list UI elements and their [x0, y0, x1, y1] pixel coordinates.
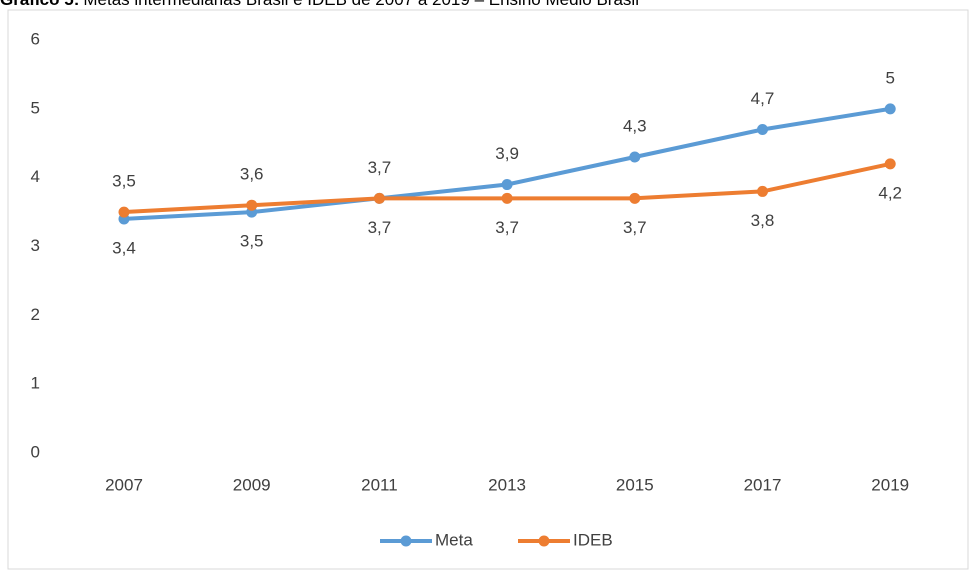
- y-tick-label: 2: [31, 305, 40, 324]
- x-tick-label: 2019: [871, 475, 909, 494]
- point: [757, 123, 768, 135]
- data-label: 4,3: [623, 117, 647, 136]
- x-tick-label: 2007: [105, 475, 143, 494]
- point: [246, 199, 258, 211]
- data-label: 3,7: [495, 218, 519, 237]
- chart-border: [7, 9, 969, 570]
- data-label: 3,5: [240, 232, 264, 251]
- y-tick-label: 4: [31, 167, 40, 186]
- x-tick-label: 2011: [361, 475, 398, 494]
- point: [757, 185, 768, 197]
- legend-label: IDEB: [573, 530, 613, 549]
- y-tick-label: 1: [31, 374, 40, 393]
- data-label: 3,7: [623, 218, 647, 237]
- data-label: 4,2: [878, 183, 902, 202]
- point: [884, 158, 896, 170]
- y-tick-label: 3: [31, 236, 40, 255]
- point: [629, 151, 641, 163]
- legend-marker: [538, 535, 550, 547]
- data-label: 3,8: [751, 211, 775, 230]
- x-tick-label: 2013: [488, 475, 526, 494]
- data-label: 3,7: [368, 218, 392, 237]
- data-label: 4,7: [751, 89, 775, 108]
- point: [629, 192, 641, 204]
- y-tick-label: 6: [31, 29, 40, 48]
- chart-title: Metas intermediárias Brasil e IDEB de 20…: [83, 0, 639, 9]
- title-number: Gráfico 5:: [0, 0, 79, 9]
- data-label: 5: [885, 68, 894, 87]
- legend-marker: [400, 535, 412, 547]
- y-tick-label: 0: [31, 442, 40, 461]
- y-tick-label: 5: [31, 98, 40, 117]
- x-tick-label: 2017: [744, 475, 782, 494]
- point: [501, 179, 513, 191]
- legend-label: Meta: [435, 530, 473, 549]
- point: [501, 192, 513, 204]
- chart-title-line: Gráfico 5: Metas intermediárias Brasil e …: [0, 0, 639, 9]
- point: [373, 192, 385, 204]
- data-label: 3,6: [240, 165, 264, 184]
- data-label: 3,4: [112, 238, 136, 257]
- data-label: 3,9: [495, 144, 519, 163]
- point: [884, 103, 896, 115]
- x-tick-label: 2015: [616, 475, 654, 494]
- data-label: 3,7: [368, 158, 392, 177]
- x-tick-label: 2009: [233, 475, 271, 494]
- point: [118, 206, 130, 218]
- data-label: 3,5: [112, 172, 136, 191]
